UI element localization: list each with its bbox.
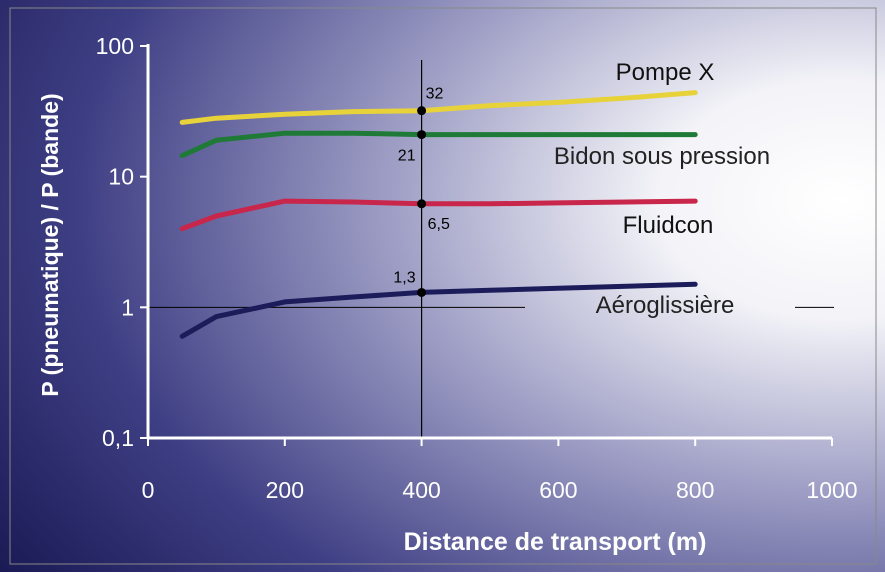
x-tick-label: 400 — [402, 477, 440, 503]
marker-point — [417, 287, 427, 297]
series-label-2: Bidon sous pression — [554, 143, 770, 170]
marker-label: 21 — [398, 148, 416, 165]
marker-point — [417, 130, 427, 140]
x-tick-label: 0 — [142, 477, 155, 503]
chart-frame — [9, 7, 877, 565]
series-label-1: Pompe X — [616, 59, 715, 86]
labels-layer: Pompe X Bidon sous pression Fluidcon Aérogl… — [554, 59, 770, 319]
y-tick-label: 100 — [96, 33, 134, 59]
marker-point — [417, 199, 427, 209]
markers-layer: 32 21 6,5 1,3 — [393, 86, 450, 297]
y-axis-title: P (pneumatique) / P (bande) — [37, 93, 63, 396]
axes: 0 200 400 600 800 1000 0,1 1 10 100 — [96, 33, 858, 503]
x-tick-label: 1000 — [806, 477, 857, 503]
marker-label: 32 — [426, 86, 444, 103]
x-tick-label: 600 — [539, 477, 577, 503]
reference-lines — [148, 60, 834, 438]
y-tick-label: 10 — [108, 164, 134, 190]
x-tick-label: 200 — [266, 477, 304, 503]
marker-point — [417, 106, 427, 116]
series-label-3: Fluidcon — [623, 212, 714, 239]
marker-label: 1,3 — [393, 269, 415, 286]
x-tick-label: 800 — [676, 477, 714, 503]
x-axis-title: Distance de transport (m) — [404, 528, 707, 556]
y-tick-label: 0,1 — [102, 425, 134, 451]
marker-label: 6,5 — [428, 216, 450, 233]
y-tick-label: 1 — [121, 294, 134, 320]
series-label-4: Aéroglissière — [596, 292, 735, 319]
